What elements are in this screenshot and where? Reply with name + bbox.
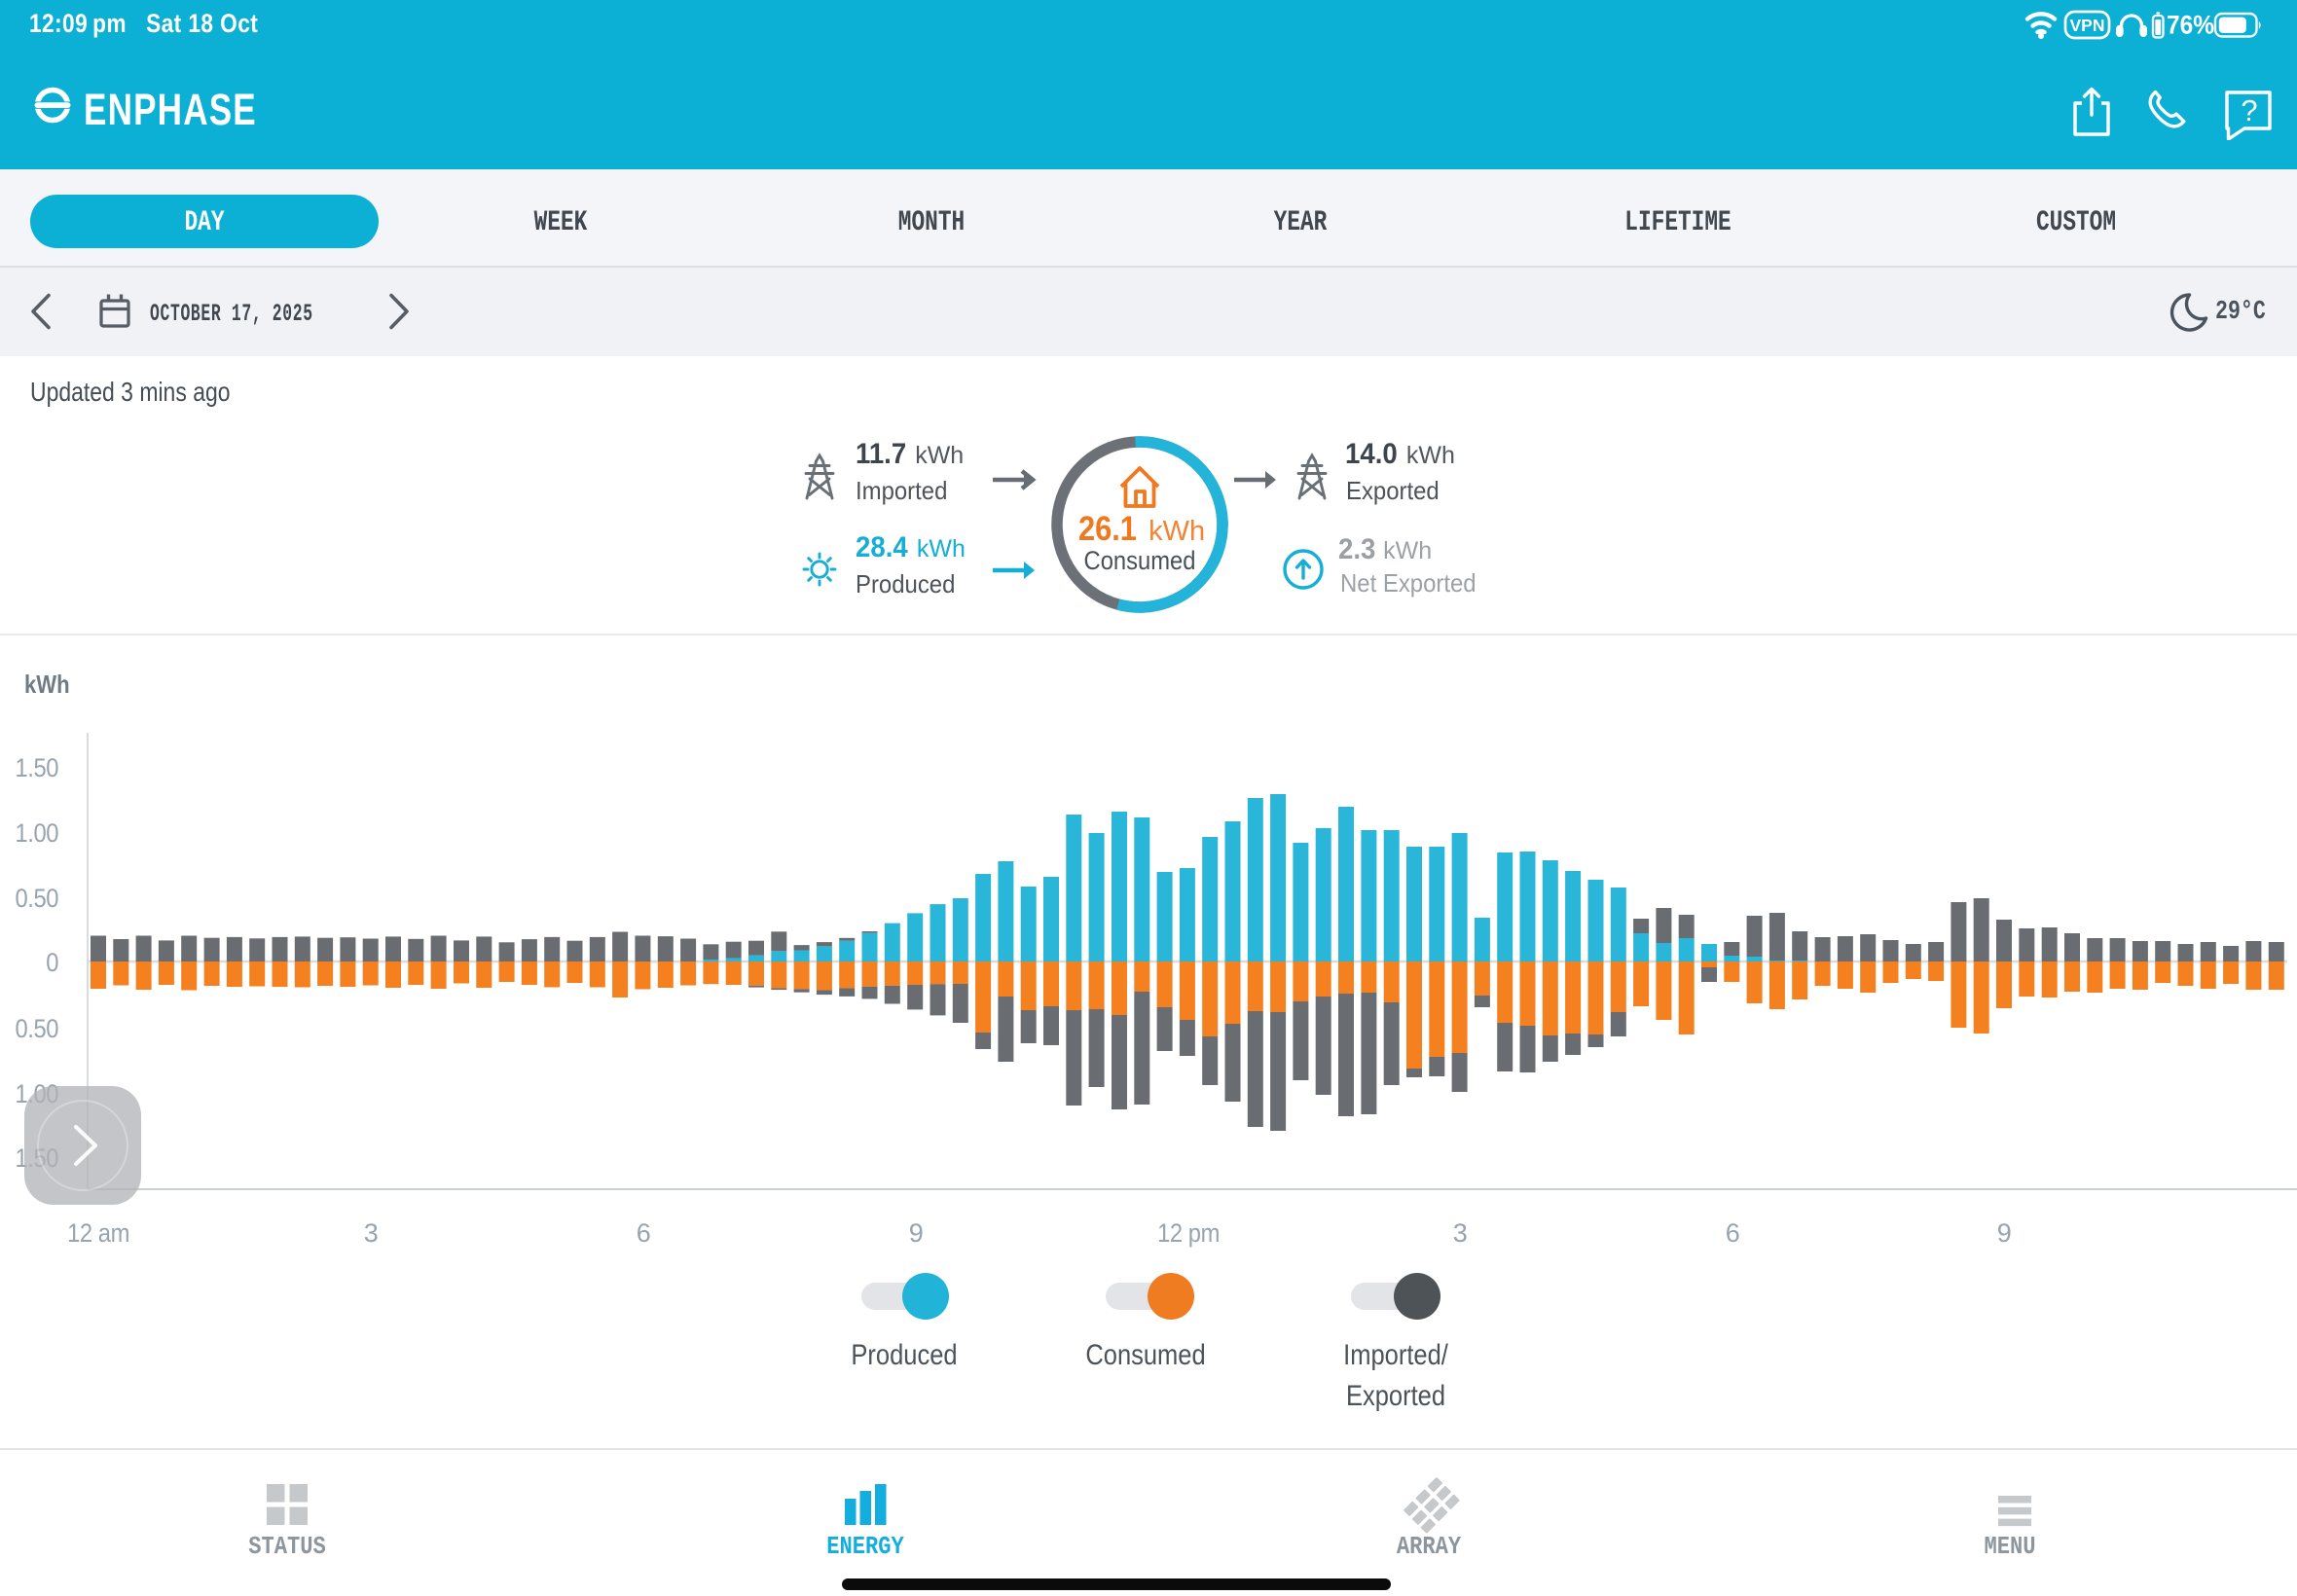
svg-text:VPN: VPN	[2070, 16, 2105, 35]
svg-text:76%: 76%	[2167, 11, 2214, 40]
svg-text:?: ?	[2241, 93, 2257, 127]
